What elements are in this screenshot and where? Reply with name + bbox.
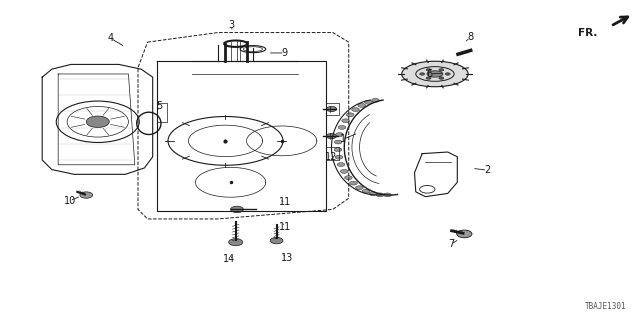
Circle shape xyxy=(334,140,342,144)
Text: 11: 11 xyxy=(280,197,292,207)
Circle shape xyxy=(365,100,372,104)
Ellipse shape xyxy=(427,71,443,77)
Circle shape xyxy=(369,192,377,196)
Circle shape xyxy=(86,116,109,127)
Text: 6: 6 xyxy=(427,69,433,79)
Text: 12: 12 xyxy=(325,152,338,163)
Text: 4: 4 xyxy=(108,33,113,43)
Circle shape xyxy=(80,192,93,198)
Circle shape xyxy=(340,170,348,173)
Circle shape xyxy=(445,73,451,75)
Circle shape xyxy=(372,98,380,102)
Text: 1: 1 xyxy=(340,134,346,144)
Circle shape xyxy=(352,108,360,111)
Circle shape xyxy=(228,239,243,246)
Text: 7: 7 xyxy=(448,239,454,249)
Circle shape xyxy=(344,176,352,180)
Text: TBAJE1301: TBAJE1301 xyxy=(585,302,627,311)
Circle shape xyxy=(439,77,444,79)
Text: 14: 14 xyxy=(223,254,236,264)
Circle shape xyxy=(326,107,337,112)
Circle shape xyxy=(230,206,243,212)
Circle shape xyxy=(346,113,354,117)
Text: 10: 10 xyxy=(63,196,76,206)
Text: 2: 2 xyxy=(484,165,490,175)
Circle shape xyxy=(356,186,364,189)
Text: 11: 11 xyxy=(279,222,291,232)
Circle shape xyxy=(457,230,472,238)
Circle shape xyxy=(358,103,365,107)
Circle shape xyxy=(334,148,342,152)
Circle shape xyxy=(426,68,431,71)
Text: 3: 3 xyxy=(229,20,235,30)
Circle shape xyxy=(383,193,391,197)
Circle shape xyxy=(342,119,349,123)
Text: 5: 5 xyxy=(156,101,162,111)
Circle shape xyxy=(439,68,444,71)
Circle shape xyxy=(337,163,345,166)
Circle shape xyxy=(349,181,357,185)
Circle shape xyxy=(270,237,283,244)
Circle shape xyxy=(426,77,431,79)
Circle shape xyxy=(336,133,344,136)
Circle shape xyxy=(335,155,343,159)
Circle shape xyxy=(376,193,384,197)
Circle shape xyxy=(362,189,370,193)
Text: 8: 8 xyxy=(467,32,473,42)
Text: 9: 9 xyxy=(282,48,288,58)
Ellipse shape xyxy=(402,61,468,87)
Circle shape xyxy=(420,73,425,75)
Text: 13: 13 xyxy=(281,253,293,263)
Text: FR.: FR. xyxy=(579,28,598,38)
Circle shape xyxy=(326,133,337,139)
Circle shape xyxy=(338,125,346,129)
